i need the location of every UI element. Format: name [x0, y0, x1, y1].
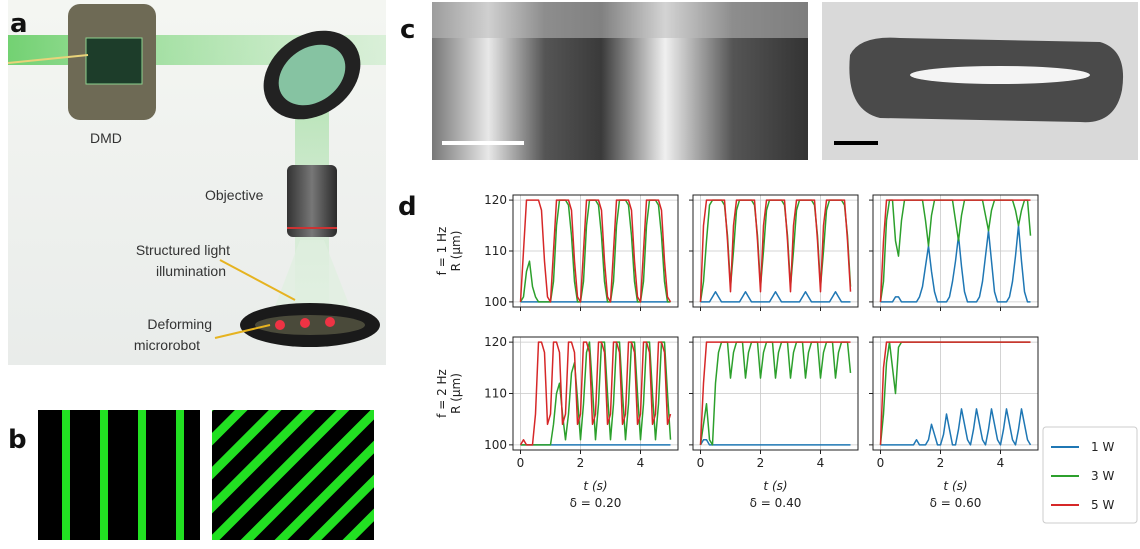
- x-tick-label: 2: [757, 456, 765, 470]
- microrobot-spot: [325, 317, 335, 327]
- legend-label: 5 W: [1091, 498, 1114, 512]
- y-tick-label: 110: [484, 387, 507, 401]
- microrobot-spot: [300, 318, 310, 328]
- x-tick-label: 4: [637, 456, 645, 470]
- stripe-pattern: [38, 410, 200, 540]
- data-line: [881, 409, 1031, 445]
- x-tick-label: 4: [817, 456, 825, 470]
- y-tick-label: 110: [484, 244, 507, 258]
- x-tick-label: 0: [697, 456, 705, 470]
- figure: a DMD Objective Structured light illumin…: [0, 0, 1140, 545]
- caption: δ = 0.20: [570, 496, 622, 510]
- panel-label: a: [10, 9, 28, 39]
- x-axis-label: t (s): [943, 479, 967, 493]
- x-axis-label: t (s): [583, 479, 607, 493]
- x-tick-label: 0: [877, 456, 885, 470]
- dmd-array: [86, 38, 142, 84]
- annotation: Deforming: [147, 316, 212, 332]
- panel-label: d: [398, 192, 417, 222]
- caption: δ = 0.40: [750, 496, 802, 510]
- bright-region: [910, 66, 1090, 84]
- x-tick-label: 2: [937, 456, 945, 470]
- y-axis-label: R (μm): [449, 373, 463, 414]
- legend-label: 1 W: [1091, 440, 1114, 454]
- stripe-pattern: [212, 410, 374, 540]
- y-tick-label: 120: [484, 193, 507, 207]
- annotation: Structured light: [136, 242, 230, 258]
- caption: δ = 0.60: [930, 496, 982, 510]
- panel-c: c: [400, 2, 1138, 160]
- y-tick-label: 120: [484, 335, 507, 349]
- data-line: [881, 226, 1031, 302]
- data-line: [701, 292, 851, 302]
- y-axis-label: R (μm): [449, 231, 463, 272]
- panel-b: b: [8, 410, 374, 540]
- legend-label: 3 W: [1091, 469, 1114, 483]
- annotation: Objective: [205, 187, 264, 203]
- panel-a: a DMD Objective Structured light illumin…: [8, 0, 386, 365]
- micrograph-edge: [432, 2, 808, 38]
- row-label: f = 2 Hz: [435, 369, 449, 418]
- y-tick-label: 100: [484, 438, 507, 452]
- data-line: [701, 440, 851, 445]
- microrobot-spot: [275, 320, 285, 330]
- panel-label: b: [8, 425, 27, 455]
- x-tick-label: 0: [517, 456, 525, 470]
- x-tick-label: 2: [577, 456, 585, 470]
- x-tick-label: 4: [997, 456, 1005, 470]
- annotation: DMD: [90, 130, 122, 146]
- annotation: illumination: [156, 263, 226, 279]
- x-axis-label: t (s): [763, 479, 787, 493]
- panel-label: c: [400, 15, 415, 45]
- y-tick-label: 100: [484, 295, 507, 309]
- objective: [287, 165, 337, 237]
- row-label: f = 1 Hz: [435, 227, 449, 276]
- annotation: microrobot: [134, 337, 200, 353]
- microrobot: [255, 315, 365, 335]
